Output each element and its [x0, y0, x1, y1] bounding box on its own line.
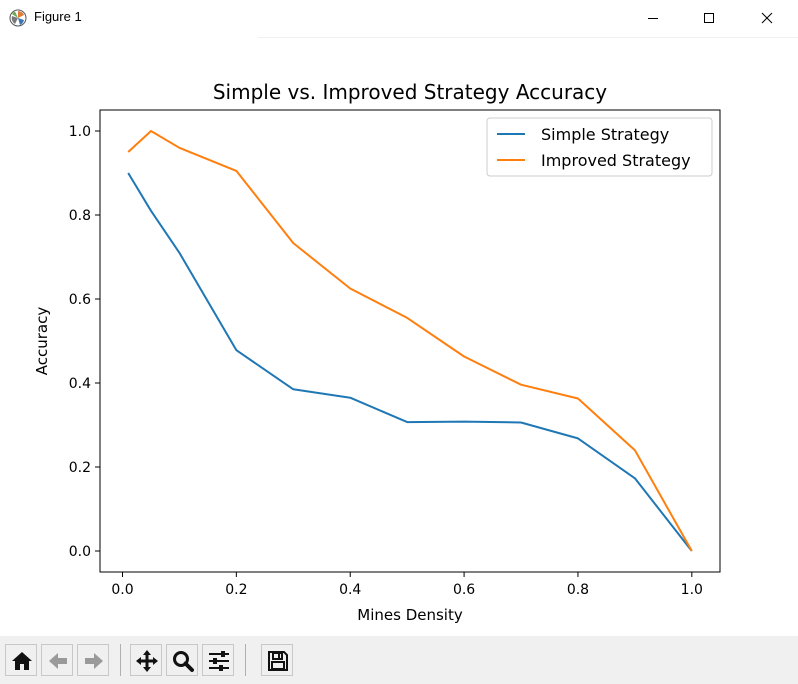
y-tick-label: 0.8 — [69, 208, 91, 224]
series-line-improved-strategy — [127, 130, 693, 552]
legend-label: Improved Strategy — [541, 151, 691, 170]
x-tick-label: 1.0 — [681, 582, 703, 598]
back-icon — [49, 653, 67, 669]
y-tick-label: 0.0 — [69, 544, 91, 560]
legend-box — [486, 117, 713, 177]
home-icon — [12, 652, 32, 670]
figure-canvas[interactable]: 0.0 0.2 0.4 0.6 0.8 1.0 0.0 0.2 0.4 0.6 0.8 1.0 Simp… — [0, 38, 798, 636]
y-axis-label: Accuracy — [33, 307, 51, 376]
y-tick-label: 1.0 — [69, 124, 91, 140]
x-tick-label: 0.4 — [339, 582, 361, 598]
window-titlebar: Figure 1 — [0, 0, 798, 38]
series-line-simple-strategy — [127, 172, 693, 552]
matplotlib-logo-icon — [9, 9, 27, 27]
configure-subplots-button[interactable] — [202, 644, 234, 676]
minimize-button[interactable] — [630, 0, 676, 36]
x-axis-label: Mines Density — [357, 606, 463, 624]
maximize-icon — [704, 13, 714, 23]
forward-button[interactable] — [77, 644, 109, 676]
maximize-button[interactable] — [686, 0, 732, 36]
back-button[interactable] — [41, 644, 73, 676]
x-tick-label: 0.6 — [453, 582, 475, 598]
zoom-button[interactable] — [166, 644, 198, 676]
x-tick-label: 0.8 — [567, 582, 589, 598]
forward-icon — [85, 653, 103, 669]
titlebar-divider — [258, 37, 798, 38]
legend-label: Simple Strategy — [541, 125, 669, 144]
toolbar-separator — [245, 644, 246, 676]
save-button[interactable] — [261, 644, 293, 676]
pan-icon — [136, 650, 158, 672]
close-button[interactable] — [744, 0, 790, 36]
navigation-toolbar — [0, 636, 798, 684]
chart-title: Simple vs. Improved Strategy Accuracy — [213, 80, 607, 104]
axes-frame — [99, 109, 721, 573]
line-chart: 0.0 0.2 0.4 0.6 0.8 1.0 0.0 0.2 0.4 0.6 0.8 1.0 Simp… — [33, 80, 721, 624]
window-title: Figure 1 — [34, 9, 82, 24]
toolbar-separator — [120, 644, 121, 676]
pan-button[interactable] — [130, 644, 162, 676]
y-tick-label: 0.2 — [69, 460, 91, 476]
configure-subplots-icon — [209, 651, 229, 671]
close-icon — [761, 12, 773, 24]
save-icon — [268, 651, 288, 671]
x-tick-label: 0.2 — [225, 582, 247, 598]
minimize-icon — [648, 18, 658, 19]
zoom-icon — [173, 651, 194, 672]
y-tick-label: 0.4 — [69, 376, 91, 392]
y-tick-label: 0.6 — [69, 292, 91, 308]
home-button[interactable] — [5, 644, 37, 676]
x-tick-label: 0.0 — [111, 582, 133, 598]
